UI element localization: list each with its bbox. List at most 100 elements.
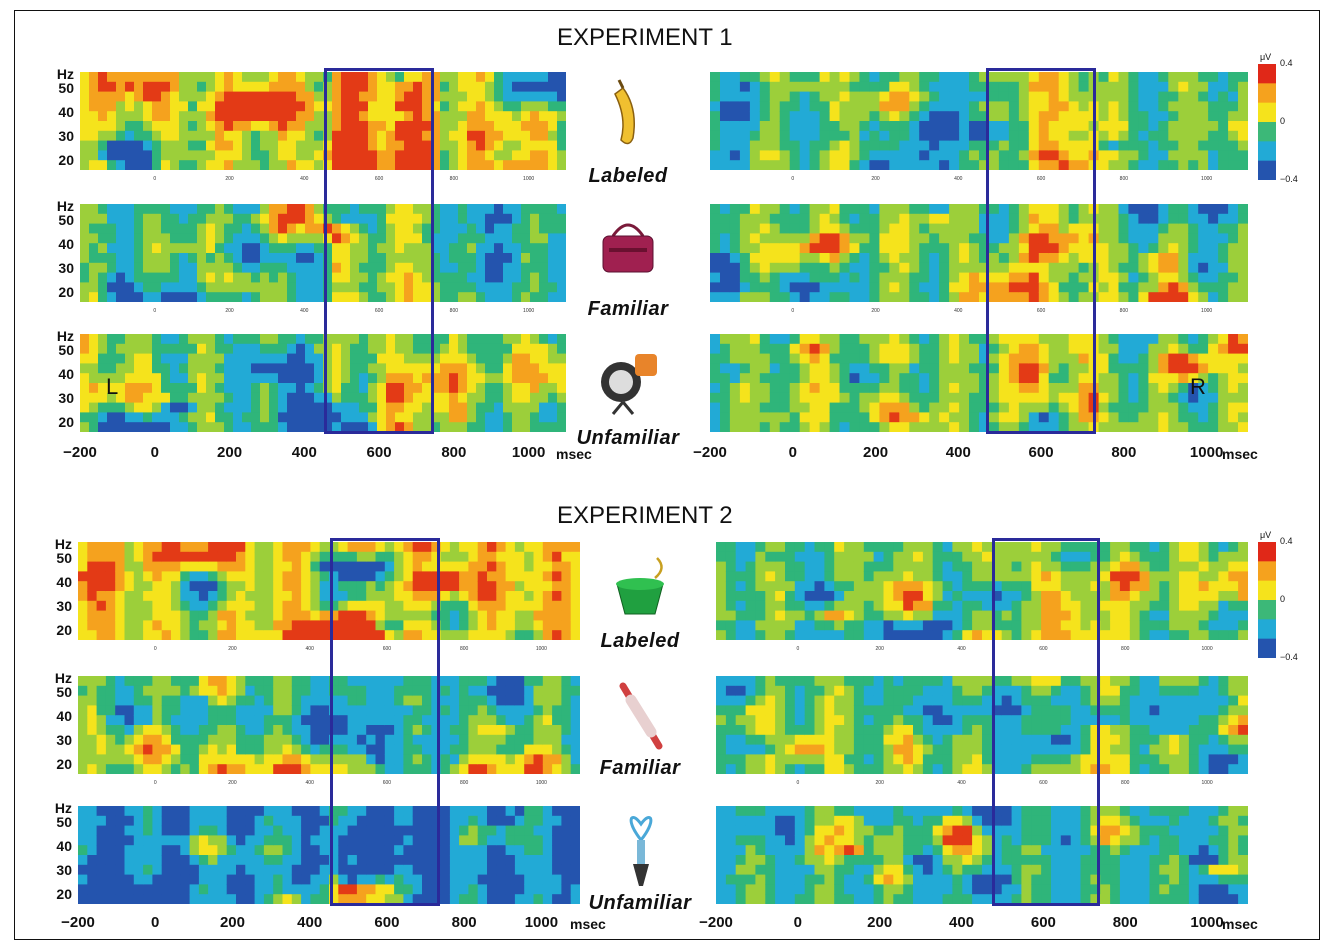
heatmap-cell <box>739 292 751 302</box>
heatmap-cell <box>521 373 531 384</box>
heatmap-cell <box>314 81 324 93</box>
heatmap-cell <box>332 91 342 102</box>
heatmap-cell <box>524 620 535 631</box>
heatmap-cell <box>332 81 342 93</box>
heatmap-cell <box>859 343 870 355</box>
heatmap-cell <box>319 806 330 817</box>
heatmap-cell <box>819 160 831 170</box>
heatmap-cell <box>305 353 315 364</box>
heatmap-cell <box>319 835 330 846</box>
heatmap-cell <box>251 292 261 302</box>
heatmap-cell <box>329 571 339 582</box>
heatmap-cell <box>124 734 135 746</box>
heatmap-cell <box>969 140 980 151</box>
heatmap-cell <box>125 160 135 170</box>
heatmap-cell <box>152 383 162 394</box>
heatmap-cell <box>749 150 761 161</box>
heatmap-cell <box>1138 130 1149 142</box>
heatmap-cell <box>116 343 126 355</box>
heatmap-cell <box>80 373 90 384</box>
heatmap-cell <box>505 744 516 755</box>
x-tick-label: 1000 <box>511 444 546 461</box>
heatmap-cell <box>1118 72 1130 83</box>
heatmap-cell <box>377 101 387 112</box>
heatmap-cell <box>87 835 98 846</box>
heatmap-cell <box>1018 81 1030 93</box>
heatmap-cell <box>278 204 288 215</box>
heatmap-cell <box>1028 150 1040 161</box>
heatmap-cell <box>959 353 970 364</box>
heatmap-cell <box>431 705 442 716</box>
heatmap-cell <box>557 121 566 132</box>
heatmap-cell <box>170 392 180 404</box>
x-tick-label-small: 1000 <box>535 646 547 652</box>
heatmap-cell <box>839 334 851 345</box>
heatmap-cell <box>1038 383 1050 394</box>
heatmap-cell <box>87 561 98 572</box>
heatmap-cell <box>143 676 153 687</box>
heatmap-cell <box>521 204 531 215</box>
heatmap-cell <box>919 81 930 93</box>
heatmap-cell <box>476 72 486 83</box>
x-tick-label: −200 <box>693 444 727 461</box>
heatmap-cell <box>959 253 970 264</box>
heatmap-cell <box>1188 223 1199 234</box>
heatmap-cell <box>998 91 1010 102</box>
heatmap-cell <box>245 571 256 582</box>
heatmap-cell <box>1168 262 1179 274</box>
heatmap-cell <box>959 81 970 93</box>
heatmap-cell <box>879 353 890 364</box>
heatmap-cell <box>78 825 88 836</box>
heatmap-cell <box>1158 373 1169 384</box>
heatmap-cell <box>125 204 135 215</box>
heatmap-cell <box>710 91 721 102</box>
heatmap-cell <box>1078 282 1090 293</box>
heatmap-cell <box>1148 204 1159 215</box>
heatmap-cell <box>323 334 333 345</box>
heatmap-cell <box>412 734 423 746</box>
heatmap-cell <box>1228 262 1239 274</box>
heatmap-cell <box>134 253 144 264</box>
heatmap-cell <box>899 81 910 93</box>
heatmap-cell <box>124 744 135 755</box>
heatmap-cell <box>282 676 293 687</box>
heatmap-cell <box>514 754 525 765</box>
heatmap-cell <box>413 81 423 93</box>
heatmap-cell <box>959 130 970 142</box>
heatmap-cell <box>1008 81 1020 93</box>
heatmap-cell <box>133 620 144 631</box>
heatmap-cell <box>338 715 349 726</box>
heatmap-cell <box>1068 81 1080 93</box>
heatmap-cell <box>377 213 387 225</box>
heatmap-cell <box>521 363 531 374</box>
heatmap-cell <box>720 292 731 302</box>
heatmap-cell <box>979 353 990 364</box>
heatmap-cell <box>1238 243 1248 254</box>
heatmap-cell <box>431 855 442 866</box>
heatmap-cell <box>188 262 198 274</box>
heatmap-cell <box>133 825 144 836</box>
heatmap-cell <box>1118 343 1130 355</box>
heatmap-cell <box>524 815 535 827</box>
heatmap-cell <box>412 894 423 904</box>
heatmap-cell <box>115 734 126 746</box>
heatmap-cell <box>291 695 302 706</box>
heatmap-cell <box>263 620 274 631</box>
heatmap-cell <box>720 140 731 151</box>
heatmap-cell <box>989 160 1000 170</box>
heatmap-cell <box>305 223 315 234</box>
heatmap-cell <box>356 610 367 621</box>
heatmap-cell <box>305 412 315 423</box>
heatmap-cell <box>161 855 172 866</box>
heatmap-cell <box>1078 363 1090 374</box>
heatmap-cell <box>1128 262 1139 274</box>
heatmap-cell <box>710 334 721 345</box>
heatmap-cell <box>226 894 237 904</box>
heatmap-cell <box>377 373 387 384</box>
heatmap-cell <box>869 160 880 170</box>
heatmap-cell <box>170 140 180 151</box>
heatmap-cell <box>949 111 960 122</box>
heatmap-cell <box>496 744 507 755</box>
heatmap-cell <box>171 734 181 746</box>
heatmap-cell <box>245 864 256 876</box>
